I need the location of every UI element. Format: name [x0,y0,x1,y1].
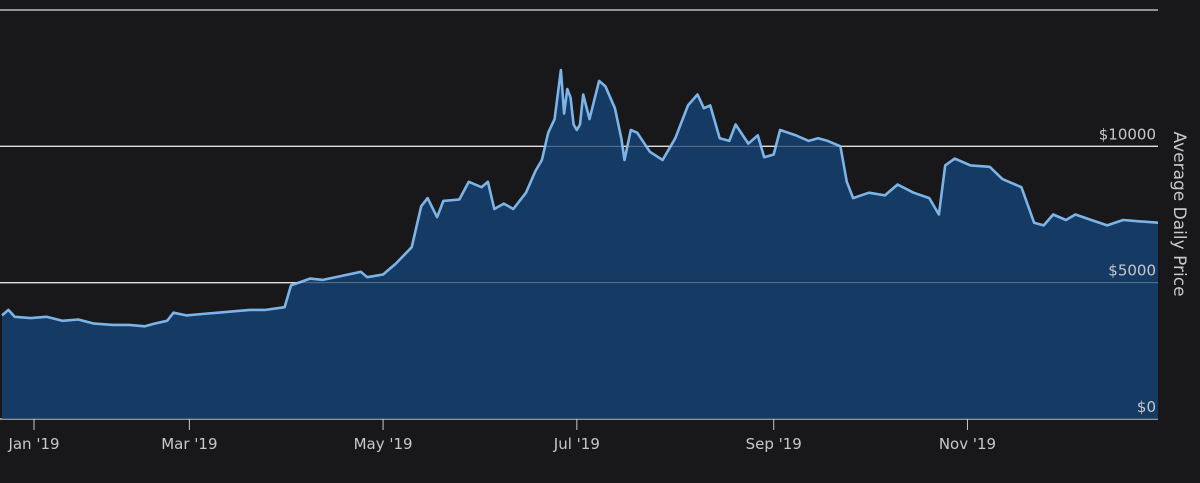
y-tick-label: $5000 [1108,262,1156,280]
x-tick-label: Jul '19 [553,435,600,453]
x-tick-label: Sep '19 [746,435,802,453]
price-series-line [1,68,1159,328]
y-tick-label: $10000 [1099,125,1156,143]
x-tick-label: Nov '19 [939,435,996,453]
y-tick-label: $0 [1137,398,1156,416]
x-tick-label: May '19 [354,435,413,453]
y-axis-title: Average Daily Price [1169,131,1189,296]
y-axis-ticks: $0 $5000 $10000 [1099,125,1156,416]
x-tick-label: Jan '19 [7,435,59,453]
price-area-fill [2,70,1158,419]
x-tick-label: Mar '19 [161,435,217,453]
x-axis-ticks: Jan '19 Mar '19 May '19 Jul '19 Sep '19 Nov '… [7,419,996,453]
